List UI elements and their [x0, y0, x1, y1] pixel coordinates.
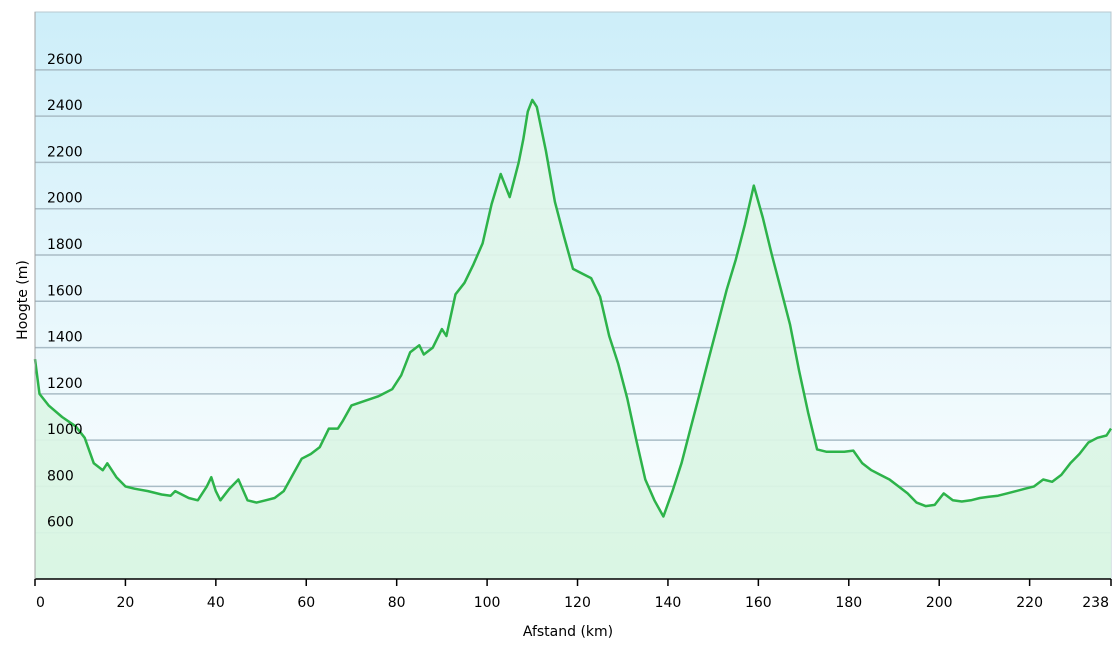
x-tick-label: 120 — [564, 595, 591, 611]
x-tick-label: 200 — [926, 595, 953, 611]
x-axis-ticks: 0 20 40 60 80 100 120 140 160 180 200 220 238 — [34, 579, 1112, 611]
x-tick-label: 60 — [297, 595, 315, 611]
y-tick-label: 1800 — [47, 237, 83, 253]
x-tick-label: 220 — [1016, 595, 1043, 611]
y-tick-label: 1400 — [47, 330, 83, 346]
y-tick-label: 2400 — [47, 98, 83, 114]
y-tick-label: 2600 — [47, 52, 83, 68]
y-axis-tick-labels: 600 800 1000 1200 1400 1600 1800 2000 2200 2400 26… — [47, 52, 83, 531]
y-tick-label: 800 — [47, 468, 74, 484]
y-tick-label: 1600 — [47, 283, 83, 299]
x-tick-label: 140 — [655, 595, 682, 611]
x-tick-label: 180 — [835, 595, 862, 611]
y-tick-label: 1000 — [47, 422, 83, 438]
x-axis-title: Afstand (km) — [523, 624, 613, 640]
y-tick-label: 2000 — [47, 191, 83, 207]
x-tick-label: 0 — [36, 595, 45, 611]
y-tick-label: 2200 — [47, 144, 83, 160]
x-tick-label: 20 — [117, 595, 135, 611]
y-tick-label: 1200 — [47, 376, 83, 392]
x-tick-label: 160 — [745, 595, 772, 611]
x-tick-label: 238 — [1082, 595, 1109, 611]
y-axis-title: Hoogte (m) — [15, 260, 31, 340]
x-tick-label: 40 — [207, 595, 225, 611]
x-tick-label: 100 — [474, 595, 501, 611]
elevation-area-fill — [35, 99, 1111, 580]
x-tick-label: 80 — [388, 595, 406, 611]
y-tick-label: 600 — [47, 515, 74, 531]
elevation-line — [33, 98, 1113, 518]
